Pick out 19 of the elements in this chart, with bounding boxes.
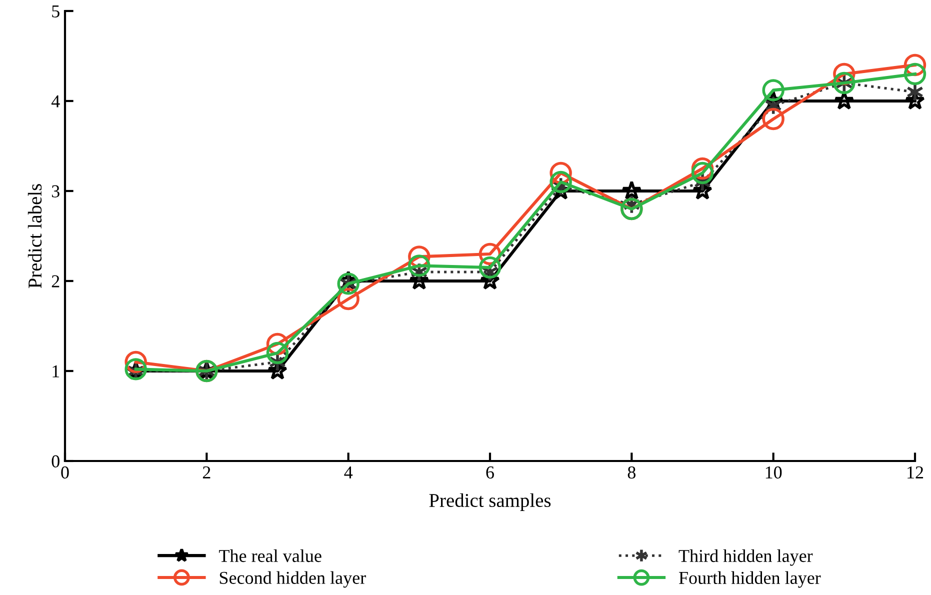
x-tick-label: 6 [486,466,494,479]
y-axis-title: Predict labels [28,184,42,288]
x-tick-label: 12 [908,466,924,478]
y-tick-label: 1 [52,365,60,378]
legend-label: The real value [219,549,322,562]
x-tick-label: 4 [344,466,353,478]
x-tick-label: 2 [202,466,210,478]
legend-label: Second hidden layer [220,571,366,588]
x-axis-title: Predict samples [429,493,551,511]
x-tick-label: 8 [628,466,636,479]
x-tick-label: 0 [61,466,69,479]
y-tick-label: 4 [51,95,60,108]
legend-label: Third hidden layer [678,549,813,566]
y-tick-label: 2 [52,275,60,288]
y-tick-label: 5 [52,5,60,18]
legend-label: Fourth hidden layer [678,571,821,588]
x-tick-label: 10 [766,466,782,479]
y-tick-label: 0 [52,455,60,468]
y-tick-label: 3 [52,185,60,198]
